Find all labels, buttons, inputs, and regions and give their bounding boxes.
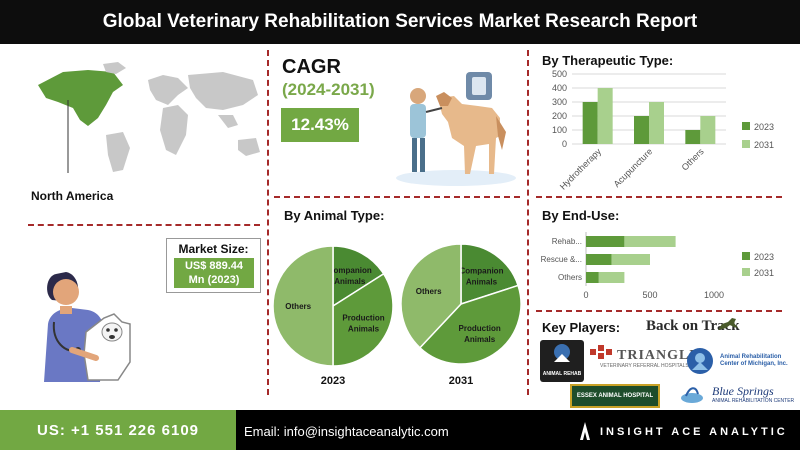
divider-right-horizontal-1 [536,196,782,198]
y-tick-label: Others [558,273,582,282]
footer-phone[interactable]: US: +1 551 226 6109 [0,410,236,450]
pie-label: Others [416,287,442,296]
y-tick-label: Rescue &... [541,255,582,264]
pie-label: Companion [328,266,372,275]
divider-mid-horizontal [274,196,520,198]
blue-springs-logo-icon [680,384,704,404]
vet-dog-illustration [44,272,131,382]
therapeutic-type-chart: 0 100 200 300 400 500 Hydrotherapy Acupuncture O… [552,69,774,192]
y-tick-label: 500 [552,69,567,79]
logo-blue-springs-subtitle: ANIMAL REHABILITATION CENTER [712,398,795,404]
y-tick-label: 300 [552,97,567,107]
footer-email[interactable]: Email: info@insightaceanalytic.com [244,424,449,439]
therapeutic-type-title: By Therapeutic Type: [542,53,674,68]
pie-label: Others [285,302,311,311]
pie-label: Production [342,313,384,322]
legend-label: 2031 [754,140,774,150]
animal-type-pies: Companion Animals Production Animals Others 2… [272,243,522,387]
logo-triangle-subtitle: VETERINARY REFERRAL HOSPITALS [600,363,689,369]
logo-animal-rehab-badge: ANIMAL REHAB [540,340,584,382]
bar-enduse-2-2031 [598,272,625,283]
pie-label: Companion [459,266,503,275]
report-title: Global Veterinary Rehabilitation Service… [0,0,800,44]
footer-bar [236,410,800,450]
bar-acupuncture-2031 [649,102,664,144]
logo-animal-rehab-text: ANIMAL REHAB [542,371,582,377]
bar-acupuncture-2023 [634,116,649,144]
horse-logo-icon [716,316,740,332]
x-tick-label: Others [680,146,707,173]
world-map [38,62,260,173]
legend-label: 2031 [754,268,774,278]
pie-label: Animals [348,324,380,333]
cagr-value: 12.43% [281,108,359,142]
divider-vertical-left [267,50,269,395]
pie-label: Animals [464,335,496,344]
x-tick-label: 1000 [704,290,724,300]
x-tick-label: 500 [642,290,657,300]
y-tick-label: Rehab... [552,237,582,246]
bar-enduse-0-2031 [624,236,676,247]
x-tick-label: 0 [583,290,588,300]
region-label: North America [31,189,114,203]
pie-label: Production [459,324,501,333]
divider-vertical-right [527,50,529,395]
logo-triangle: TRIANGLE [617,348,700,363]
logo-blue-springs: Blue Springs [712,384,774,398]
bar-others-2023 [685,130,701,144]
bar-hydrotherapy-2023 [582,102,598,144]
pie-label: Animals [334,277,366,286]
legend-label: 2023 [754,252,774,262]
divider-right-horizontal-2 [536,310,782,312]
legend-swatch-2023 [742,252,750,260]
x-tick-label: Acupuncture [612,146,655,189]
pie-year-label: 2023 [321,375,345,387]
bar-enduse-2-2023 [586,272,599,283]
triangle-logo-icon [590,345,616,363]
divider-left-horizontal [28,224,260,226]
bar-enduse-1-2023 [586,254,612,265]
legend-label: 2023 [754,122,774,132]
pie-slice-2023-production-animals [332,272,394,367]
legend-swatch-2031 [742,140,750,148]
pie-slice-2023-others [272,245,334,367]
north-america-region [38,70,123,126]
key-players-title: Key Players: [542,320,621,335]
footer-brand: INSIGHT ACE ANALYTIC [600,426,788,438]
legend-swatch-2031 [742,268,750,276]
pie-slice-2031-others [400,243,462,349]
end-use-chart: 0 500 1000 Rehab... Rescue &... Others 2023 203… [541,232,774,300]
cagr-years: (2024-2031) [282,80,375,99]
vet-horse-illustration [396,72,516,186]
legend-swatch-2023 [742,122,750,130]
brand-logo-icon [578,420,592,442]
bar-hydrotherapy-2031 [597,88,613,144]
y-tick-label: 200 [552,111,567,121]
logo-animal-rehab-michigan: Animal Rehabilitation Center of Michigan… [720,354,788,367]
pie-slice-2031-companion-animals [460,243,520,306]
bar-enduse-1-2031 [611,254,650,265]
logo-back-on-track: Back on Track [646,318,740,334]
animal-type-title: By Animal Type: [284,208,385,223]
bar-enduse-0-2023 [586,236,625,247]
end-use-title: By End-Use: [542,208,620,223]
y-tick-label: 0 [562,139,567,149]
pie-label: Animals [466,277,498,286]
logo-essex-animal-hospital: ESSEX ANIMAL HOSPITAL [570,384,660,408]
market-size-value-line1: US$ 889.44 [184,260,244,272]
x-tick-label: Hydrotherapy [558,146,604,192]
michigan-logo-icon [684,346,716,376]
market-size-label: Market Size: [178,242,249,256]
bar-others-2031 [700,116,716,144]
market-size-value-line2: Mn (2023) [188,274,240,286]
pie-year-label: 2031 [449,375,473,387]
y-tick-label: 100 [552,125,567,135]
cagr-label: CAGR [282,56,341,78]
y-tick-label: 400 [552,83,567,93]
market-size-value: US$ 889.44 Mn (2023) [174,258,254,288]
pie-slice-2023-companion-animals [332,245,385,308]
pie-slice-2031-production-animals [418,284,522,365]
